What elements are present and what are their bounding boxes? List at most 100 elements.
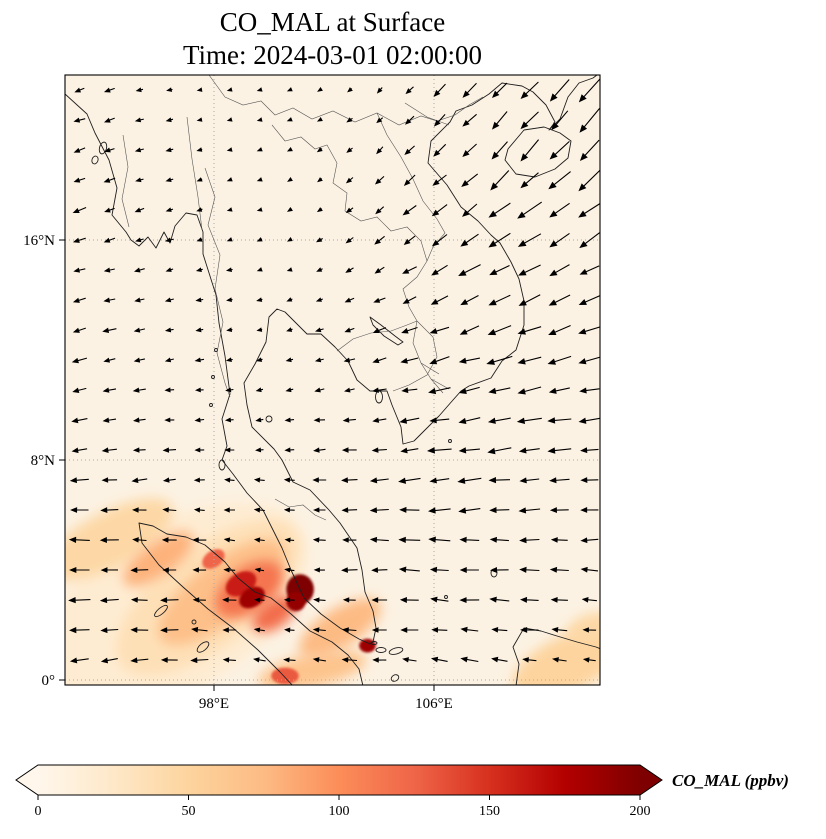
wind-arrow <box>253 537 265 543</box>
wind-arrow <box>401 326 418 334</box>
border-malaysia-thailand <box>274 498 327 521</box>
island-mergui-1 <box>211 375 215 379</box>
wind-arrow <box>549 79 570 102</box>
wind-arrow <box>254 567 265 573</box>
wind-arrow <box>68 536 90 543</box>
island-phuket <box>218 459 226 471</box>
wind-arrow <box>317 177 323 183</box>
wind-arrow <box>316 267 323 272</box>
wind-arrow <box>164 327 174 333</box>
colorbar-label: CO_MAL (ppbv) <box>672 771 789 790</box>
wind-arrow <box>196 207 203 212</box>
island-con-son <box>448 439 452 443</box>
wind-arrow <box>99 537 119 544</box>
wind-arrow <box>374 266 385 274</box>
wind-arrow <box>101 477 118 483</box>
wind-arrow <box>548 387 570 394</box>
wind-arrow <box>375 206 385 215</box>
wind-arrow <box>286 117 293 122</box>
wind-arrow <box>458 357 481 364</box>
wind-arrow <box>372 417 387 423</box>
graticule <box>65 75 600 685</box>
wind-arrow <box>346 117 353 123</box>
wind-arrow <box>459 597 480 604</box>
wind-arrow <box>104 147 115 153</box>
wind-arrow <box>133 327 146 333</box>
wind-arrow <box>459 536 480 543</box>
wind-arrow <box>433 114 446 127</box>
wind-arrow <box>458 417 481 424</box>
wind-arrow <box>255 417 264 423</box>
colorbar-tick-label: 200 <box>630 804 651 819</box>
heat-blob <box>286 592 306 612</box>
wind-arrow <box>68 597 91 604</box>
colorbar-tick-label: 150 <box>479 804 500 819</box>
wind-arrow <box>429 566 449 573</box>
island-mergui-2 <box>209 403 213 407</box>
wind-arrow <box>550 537 568 543</box>
wind-arrow <box>372 327 387 333</box>
wind-arrow <box>196 237 203 242</box>
wind-arrow <box>491 656 508 663</box>
wind-arrow <box>130 567 149 574</box>
wind-arrow <box>491 82 508 99</box>
wind-arrow <box>226 297 233 303</box>
wind-arrow <box>371 387 387 393</box>
wind-arrow <box>286 87 293 92</box>
wind-arrow <box>71 417 88 424</box>
wind-arrow <box>286 297 293 302</box>
wind-arrow <box>316 147 323 153</box>
wind-arrow <box>400 627 419 633</box>
wind-arrow <box>194 417 205 423</box>
wind-arrow <box>287 176 293 182</box>
wind-arrow <box>284 537 295 543</box>
wind-arrow <box>398 536 421 543</box>
wind-arrow <box>256 147 263 152</box>
wind-arrow <box>345 267 354 273</box>
wind-arrow <box>164 417 175 423</box>
wind-arrow <box>164 237 174 243</box>
colorbar-tick-label: 100 <box>329 804 350 819</box>
wind-arrow <box>69 477 89 484</box>
wind-arrow <box>518 294 541 306</box>
wind-arrow <box>130 626 149 633</box>
wind-arrow <box>130 597 148 603</box>
wind-arrow <box>133 267 145 273</box>
wind-arrow <box>131 477 148 484</box>
wind-arrow <box>548 324 571 336</box>
wind-arrow <box>488 387 511 395</box>
wind-arrow <box>165 177 174 183</box>
wind-arrow <box>104 207 115 213</box>
wind-arrow <box>286 147 293 152</box>
wind-arrow <box>371 567 388 573</box>
wind-arrow <box>284 417 295 423</box>
wind-arrow <box>286 236 293 242</box>
wind-arrow <box>103 357 116 363</box>
wind-arrow <box>71 357 88 364</box>
wind-arrow <box>431 656 448 663</box>
wind-arrow <box>374 175 385 185</box>
wind-arrow <box>283 477 295 483</box>
wind-arrow <box>69 566 90 574</box>
wind-arrow <box>135 177 144 183</box>
colorbar-ticks: 0 50 100 150 200 <box>35 795 651 819</box>
wind-arrow <box>345 237 354 244</box>
border-china <box>208 75 484 126</box>
wind-arrow <box>430 596 449 603</box>
wind-arrow <box>578 78 600 103</box>
wind-arrow <box>162 507 177 513</box>
wind-arrow <box>402 205 417 216</box>
wind-arrow <box>160 627 179 633</box>
wind-arrow <box>195 327 204 333</box>
wind-arrow <box>165 147 174 153</box>
wind-arrow <box>518 447 540 454</box>
wind-arrow <box>551 627 568 633</box>
wind-arrow <box>101 447 117 453</box>
wind-arrow <box>551 657 567 663</box>
wind-arrow <box>225 357 233 363</box>
wind-arrow <box>489 507 510 514</box>
wind-arrow <box>222 657 236 663</box>
wind-arrow <box>164 387 175 393</box>
wind-arrow <box>459 325 480 335</box>
wind-arrow <box>489 567 509 574</box>
